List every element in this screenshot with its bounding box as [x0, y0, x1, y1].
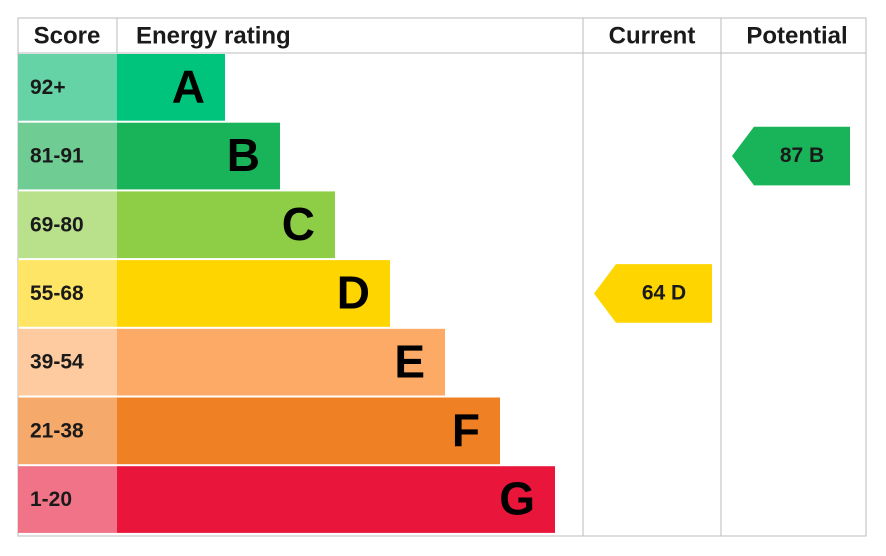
score-cell — [18, 397, 117, 465]
band-score: 39-54 — [30, 351, 84, 374]
band-letter: B — [227, 129, 260, 181]
header-current: Current — [609, 22, 696, 49]
band-letter: E — [394, 335, 425, 387]
band-bar — [117, 260, 390, 327]
band-bar — [117, 191, 335, 259]
band-letter: C — [282, 198, 315, 250]
header-score: Score — [34, 22, 101, 49]
current-score: 64 — [642, 281, 666, 304]
current-arrow — [594, 264, 712, 323]
potential-arrow — [732, 126, 850, 186]
band-letter: D — [337, 267, 370, 319]
band-bar — [117, 54, 225, 121]
band-bar — [117, 397, 500, 465]
band-letter: G — [499, 473, 535, 525]
band-score: 69-80 — [30, 213, 84, 236]
band-bar — [117, 122, 280, 190]
header-potential: Potential — [746, 22, 847, 49]
current-label: 64 D — [642, 281, 686, 304]
score-cell — [18, 54, 117, 121]
band-bar — [117, 328, 445, 396]
current-rating: D — [671, 281, 686, 304]
score-cell — [18, 328, 117, 396]
band-score: 21-38 — [30, 419, 84, 442]
score-cell — [18, 260, 117, 327]
band-letter: A — [172, 61, 205, 113]
band-letter: F — [452, 404, 480, 456]
score-cell — [18, 122, 117, 190]
potential-label: 87 B — [780, 144, 824, 167]
band-score: 92+ — [30, 76, 66, 99]
band-score: 1-20 — [30, 488, 72, 511]
band-bar — [117, 466, 555, 533]
score-cell — [18, 466, 117, 533]
header-energy-rating: Energy rating — [136, 22, 291, 49]
score-cell — [18, 191, 117, 259]
band-score: 81-91 — [30, 145, 84, 168]
potential-rating: B — [809, 144, 824, 167]
potential-score: 87 — [780, 144, 803, 167]
band-score: 55-68 — [30, 282, 84, 305]
